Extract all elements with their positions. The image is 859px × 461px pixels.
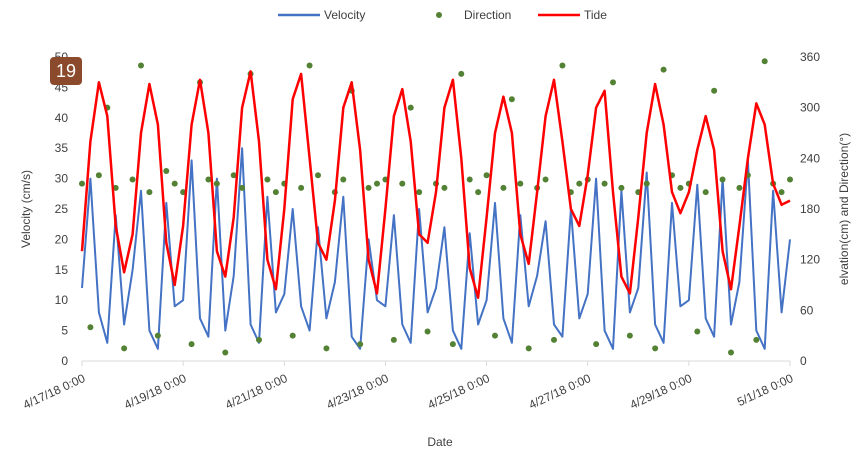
direction-point xyxy=(272,189,279,196)
direction-point xyxy=(230,172,237,179)
direction-point xyxy=(357,341,364,348)
direction-point xyxy=(728,349,734,356)
direction-point xyxy=(719,176,726,183)
direction-point xyxy=(365,184,372,191)
direction-point xyxy=(542,176,549,183)
legend-swatch xyxy=(436,12,442,18)
direction-point xyxy=(154,332,161,339)
direction-point xyxy=(559,62,566,69)
direction-point xyxy=(449,341,456,348)
direction-point xyxy=(593,341,600,348)
direction-point xyxy=(306,62,313,69)
direction-point xyxy=(702,189,709,196)
direction-point xyxy=(508,96,515,103)
direction-point xyxy=(79,180,85,187)
y2-tick-label: 120 xyxy=(800,253,820,267)
y-tick-label: 15 xyxy=(55,263,69,277)
series-line xyxy=(81,147,791,350)
direction-point xyxy=(652,345,659,352)
direction-point xyxy=(146,189,153,196)
direction-point xyxy=(736,184,743,191)
direction-point xyxy=(323,345,330,352)
y2-tick-label: 240 xyxy=(800,151,820,165)
legend-item: Tide xyxy=(538,8,607,22)
direction-point xyxy=(677,184,684,191)
direction-point xyxy=(626,332,633,339)
direction-point xyxy=(694,328,701,335)
y2-tick-label: 300 xyxy=(800,101,820,115)
direction-point xyxy=(492,332,498,339)
direction-point xyxy=(761,58,768,65)
direction-point xyxy=(441,184,448,191)
y-tick-label: 20 xyxy=(55,232,69,246)
direction-point xyxy=(399,180,406,187)
direction-point xyxy=(205,176,212,183)
direction-point xyxy=(576,180,583,187)
legend-label: Direction xyxy=(464,8,511,22)
direction-point xyxy=(551,336,557,343)
direction-point xyxy=(778,189,785,196)
series-line xyxy=(80,70,791,299)
y-tick-label: 10 xyxy=(55,293,69,307)
direction-point xyxy=(289,332,296,339)
direction-point xyxy=(121,345,128,352)
direction-point xyxy=(256,336,262,343)
direction-point xyxy=(643,180,650,187)
direction-point xyxy=(483,172,490,179)
y2-tick-label: 60 xyxy=(800,303,814,317)
y-axis-title: Velocity (cm/s) xyxy=(19,170,33,248)
direction-point xyxy=(458,70,465,77)
direction-point xyxy=(416,189,423,196)
direction-point xyxy=(188,341,195,348)
direction-point xyxy=(138,62,144,69)
y-tick-label: 25 xyxy=(55,202,69,216)
direction-point xyxy=(95,172,102,179)
badge: 19 xyxy=(56,61,76,81)
legend-label: Velocity xyxy=(324,8,365,22)
direction-point xyxy=(424,328,431,335)
direction-point xyxy=(610,79,616,86)
direction-point xyxy=(711,87,718,94)
direction-point xyxy=(298,184,305,191)
y2-tick-label: 0 xyxy=(800,354,807,368)
direction-point xyxy=(374,180,380,187)
direction-point xyxy=(129,176,136,183)
y-tick-label: 0 xyxy=(61,354,68,368)
direction-point xyxy=(787,176,793,183)
direction-point xyxy=(264,176,271,183)
legend-label: Tide xyxy=(584,8,607,22)
direction-point xyxy=(466,176,473,183)
direction-point xyxy=(239,184,246,191)
x-axis-title: Date xyxy=(427,435,453,449)
direction-point xyxy=(315,172,321,179)
direction-point xyxy=(517,180,524,187)
legend-item: Direction xyxy=(436,8,511,22)
y-tick-label: 5 xyxy=(61,324,68,338)
direction-point xyxy=(390,336,397,343)
direction-point xyxy=(500,184,507,191)
y-tick-label: 40 xyxy=(55,111,69,125)
legend-item: Velocity xyxy=(278,8,365,22)
y2-tick-label: 360 xyxy=(800,50,820,64)
direction-point xyxy=(340,176,347,183)
y-tick-label: 35 xyxy=(55,141,69,155)
y-tick-label: 30 xyxy=(55,172,69,186)
badge-box xyxy=(50,57,82,85)
direction-point xyxy=(87,324,94,331)
direction-point xyxy=(171,180,178,187)
direction-point xyxy=(163,168,170,174)
direction-point xyxy=(475,189,482,196)
y2-axis-title: elvation(cm) and Direction(°) xyxy=(837,133,851,285)
direction-point xyxy=(601,180,608,187)
direction-point xyxy=(525,345,532,352)
y2-tick-label: 180 xyxy=(800,202,820,216)
direction-point xyxy=(112,184,119,191)
direction-point xyxy=(618,184,625,191)
direction-point xyxy=(407,104,414,111)
direction-point xyxy=(753,336,760,343)
direction-point xyxy=(660,66,667,73)
direction-point xyxy=(213,180,220,187)
direction-point xyxy=(222,349,229,356)
